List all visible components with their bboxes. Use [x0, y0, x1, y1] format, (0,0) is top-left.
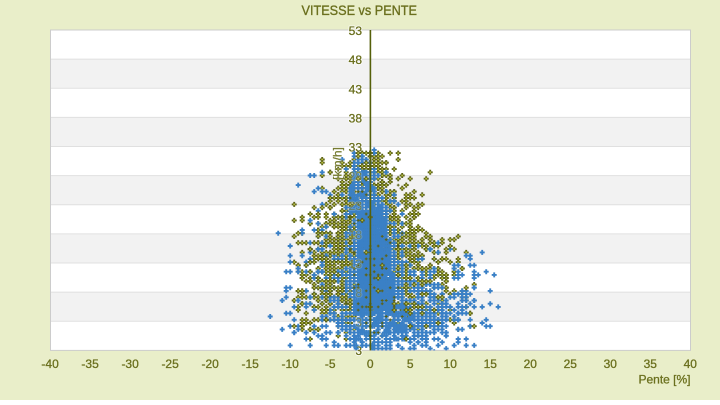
svg-text:-35: -35 — [81, 357, 99, 371]
svg-text:43: 43 — [349, 82, 363, 96]
svg-text:13: 13 — [349, 257, 363, 271]
svg-text:8: 8 — [355, 286, 362, 300]
svg-text:35: 35 — [644, 357, 658, 371]
svg-text:-25: -25 — [161, 357, 179, 371]
svg-text:23: 23 — [349, 199, 363, 213]
svg-text:18: 18 — [349, 228, 363, 242]
svg-text:0: 0 — [367, 357, 374, 371]
svg-text:20: 20 — [524, 357, 538, 371]
svg-text:3: 3 — [355, 315, 362, 329]
svg-text:48: 48 — [349, 53, 363, 67]
svg-text:[km/h]: [km/h] — [331, 147, 345, 180]
svg-text:10: 10 — [444, 357, 458, 371]
svg-text:53: 53 — [349, 24, 363, 38]
svg-text:-30: -30 — [121, 357, 139, 371]
svg-text:-40: -40 — [41, 357, 59, 371]
svg-text:38: 38 — [349, 111, 363, 125]
svg-text:-10: -10 — [281, 357, 299, 371]
svg-text:-20: -20 — [201, 357, 219, 371]
svg-text:VITESSE vs PENTE: VITESSE vs PENTE — [302, 2, 418, 18]
svg-text:43: 43 — [349, 82, 363, 96]
svg-text:-15: -15 — [241, 357, 259, 371]
svg-text:[km/h]: [km/h] — [331, 147, 345, 180]
svg-text:5: 5 — [407, 357, 414, 371]
svg-text:28: 28 — [349, 170, 363, 184]
svg-text:38: 38 — [349, 111, 363, 125]
svg-text:30: 30 — [604, 357, 618, 371]
svg-text:40: 40 — [684, 357, 698, 371]
svg-text:-5: -5 — [325, 357, 336, 371]
svg-text:Pente [%]: Pente [%] — [638, 373, 690, 387]
svg-text:53: 53 — [349, 24, 363, 38]
svg-text:33: 33 — [349, 141, 363, 155]
svg-text:3: 3 — [355, 344, 362, 358]
svg-text:48: 48 — [349, 53, 363, 67]
svg-text:15: 15 — [484, 357, 498, 371]
svg-text:3: 3 — [355, 344, 362, 358]
svg-text:25: 25 — [564, 357, 578, 371]
svg-text:[km/h]: [km/h] — [331, 147, 345, 180]
